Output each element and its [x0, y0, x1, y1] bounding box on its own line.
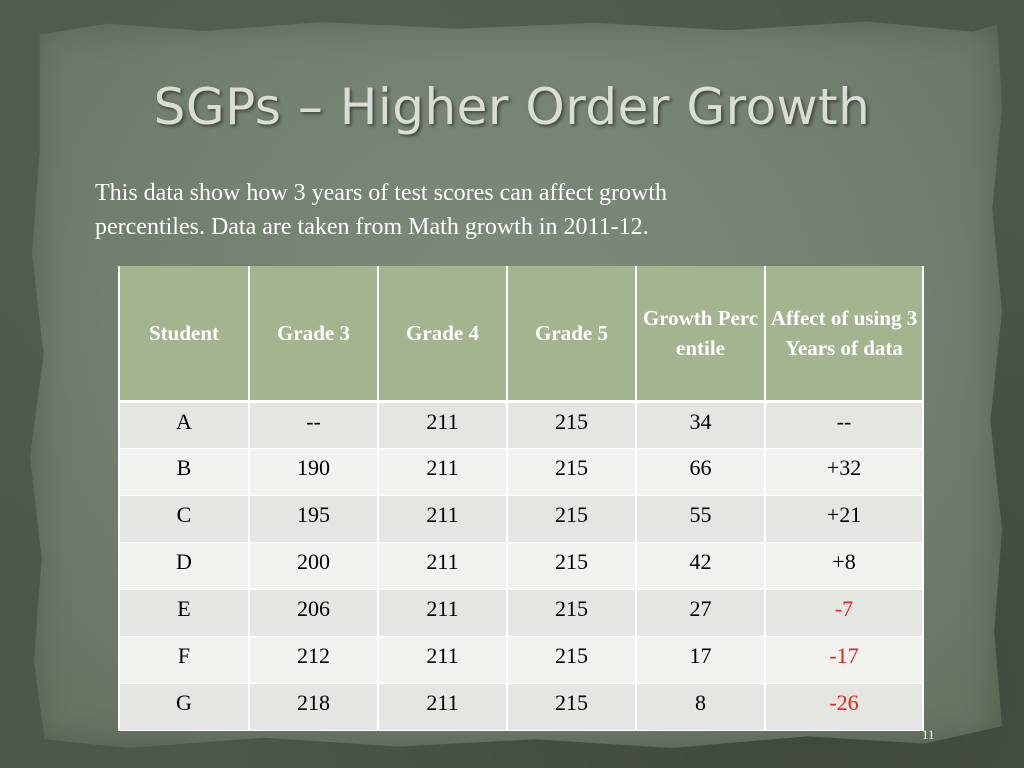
- cell-affect: +32: [764, 448, 924, 496]
- cell-affect: -26: [764, 683, 924, 731]
- cell-grade-5: 215: [506, 495, 637, 543]
- cell-growth-percentile: 17: [635, 636, 766, 684]
- cell-grade-4: 211: [377, 448, 508, 496]
- slide-number: 11: [922, 727, 935, 742]
- table-row: F 212 211 215 17 -17: [118, 636, 924, 684]
- cell-student: F: [118, 636, 250, 684]
- cell-affect: -7: [764, 589, 924, 637]
- cell-growth-percentile: 66: [635, 448, 766, 496]
- cell-student: G: [118, 683, 250, 731]
- cell-grade-3: 218: [248, 683, 379, 731]
- cell-growth-percentile: 8: [635, 683, 766, 731]
- cell-grade-3: 200: [248, 542, 379, 590]
- cell-growth-percentile: 34: [635, 401, 766, 449]
- table-row: C 195 211 215 55 +21: [118, 495, 924, 543]
- cell-affect: --: [764, 401, 924, 449]
- table-row: B 190 211 215 66 +32: [118, 448, 924, 496]
- cell-growth-percentile: 55: [635, 495, 766, 543]
- header-grade-4: Grade 4: [377, 266, 508, 403]
- cell-grade-4: 211: [377, 636, 508, 684]
- cell-grade-3: --: [248, 401, 379, 449]
- table-row: G 218 211 215 8 -26: [118, 683, 924, 731]
- cell-grade-3: 190: [248, 448, 379, 496]
- header-affect: Affect of using 3 Years of data: [764, 266, 924, 403]
- cell-grade-4: 211: [377, 589, 508, 637]
- cell-affect: +8: [764, 542, 924, 590]
- cell-grade-4: 211: [377, 542, 508, 590]
- slide-title: SGPs – Higher Order Growth: [153, 78, 871, 136]
- cell-grade-4: 211: [377, 495, 508, 543]
- cell-student: B: [118, 448, 250, 496]
- cell-grade-3: 206: [248, 589, 379, 637]
- table-header-row: Student Grade 3 Grade 4 Grade 5 Growth P…: [118, 266, 924, 403]
- growth-table: Student Grade 3 Grade 4 Grade 5 Growth P…: [118, 266, 924, 731]
- cell-grade-3: 195: [248, 495, 379, 543]
- table-row: E 206 211 215 27 -7: [118, 589, 924, 637]
- header-grade-5: Grade 5: [506, 266, 637, 403]
- cell-growth-percentile: 42: [635, 542, 766, 590]
- cell-grade-5: 215: [506, 683, 637, 731]
- cell-grade-4: 211: [377, 683, 508, 731]
- cell-growth-percentile: 27: [635, 589, 766, 637]
- table-row: A -- 211 215 34 --: [118, 401, 924, 449]
- cell-student: C: [118, 495, 250, 543]
- cell-student: E: [118, 589, 250, 637]
- table-row: D 200 211 215 42 +8: [118, 542, 924, 590]
- cell-affect: -17: [764, 636, 924, 684]
- cell-affect: +21: [764, 495, 924, 543]
- intro-line-1: This data show how 3 years of test score…: [95, 180, 668, 206]
- cell-student: D: [118, 542, 250, 590]
- cell-grade-5: 215: [506, 636, 637, 684]
- header-student: Student: [118, 266, 250, 403]
- cell-grade-4: 211: [377, 401, 508, 449]
- header-grade-3: Grade 3: [248, 266, 379, 403]
- intro-line-2: percentiles. Data are taken from Math gr…: [95, 214, 649, 240]
- cell-grade-5: 215: [506, 542, 637, 590]
- header-growth-percentile: Growth Percentile: [635, 266, 766, 403]
- cell-grade-3: 212: [248, 636, 379, 684]
- intro-text: This data show how 3 years of test score…: [95, 176, 855, 244]
- cell-student: A: [118, 401, 250, 449]
- cell-grade-5: 215: [506, 448, 637, 496]
- cell-grade-5: 215: [506, 589, 637, 637]
- cell-grade-5: 215: [506, 401, 637, 449]
